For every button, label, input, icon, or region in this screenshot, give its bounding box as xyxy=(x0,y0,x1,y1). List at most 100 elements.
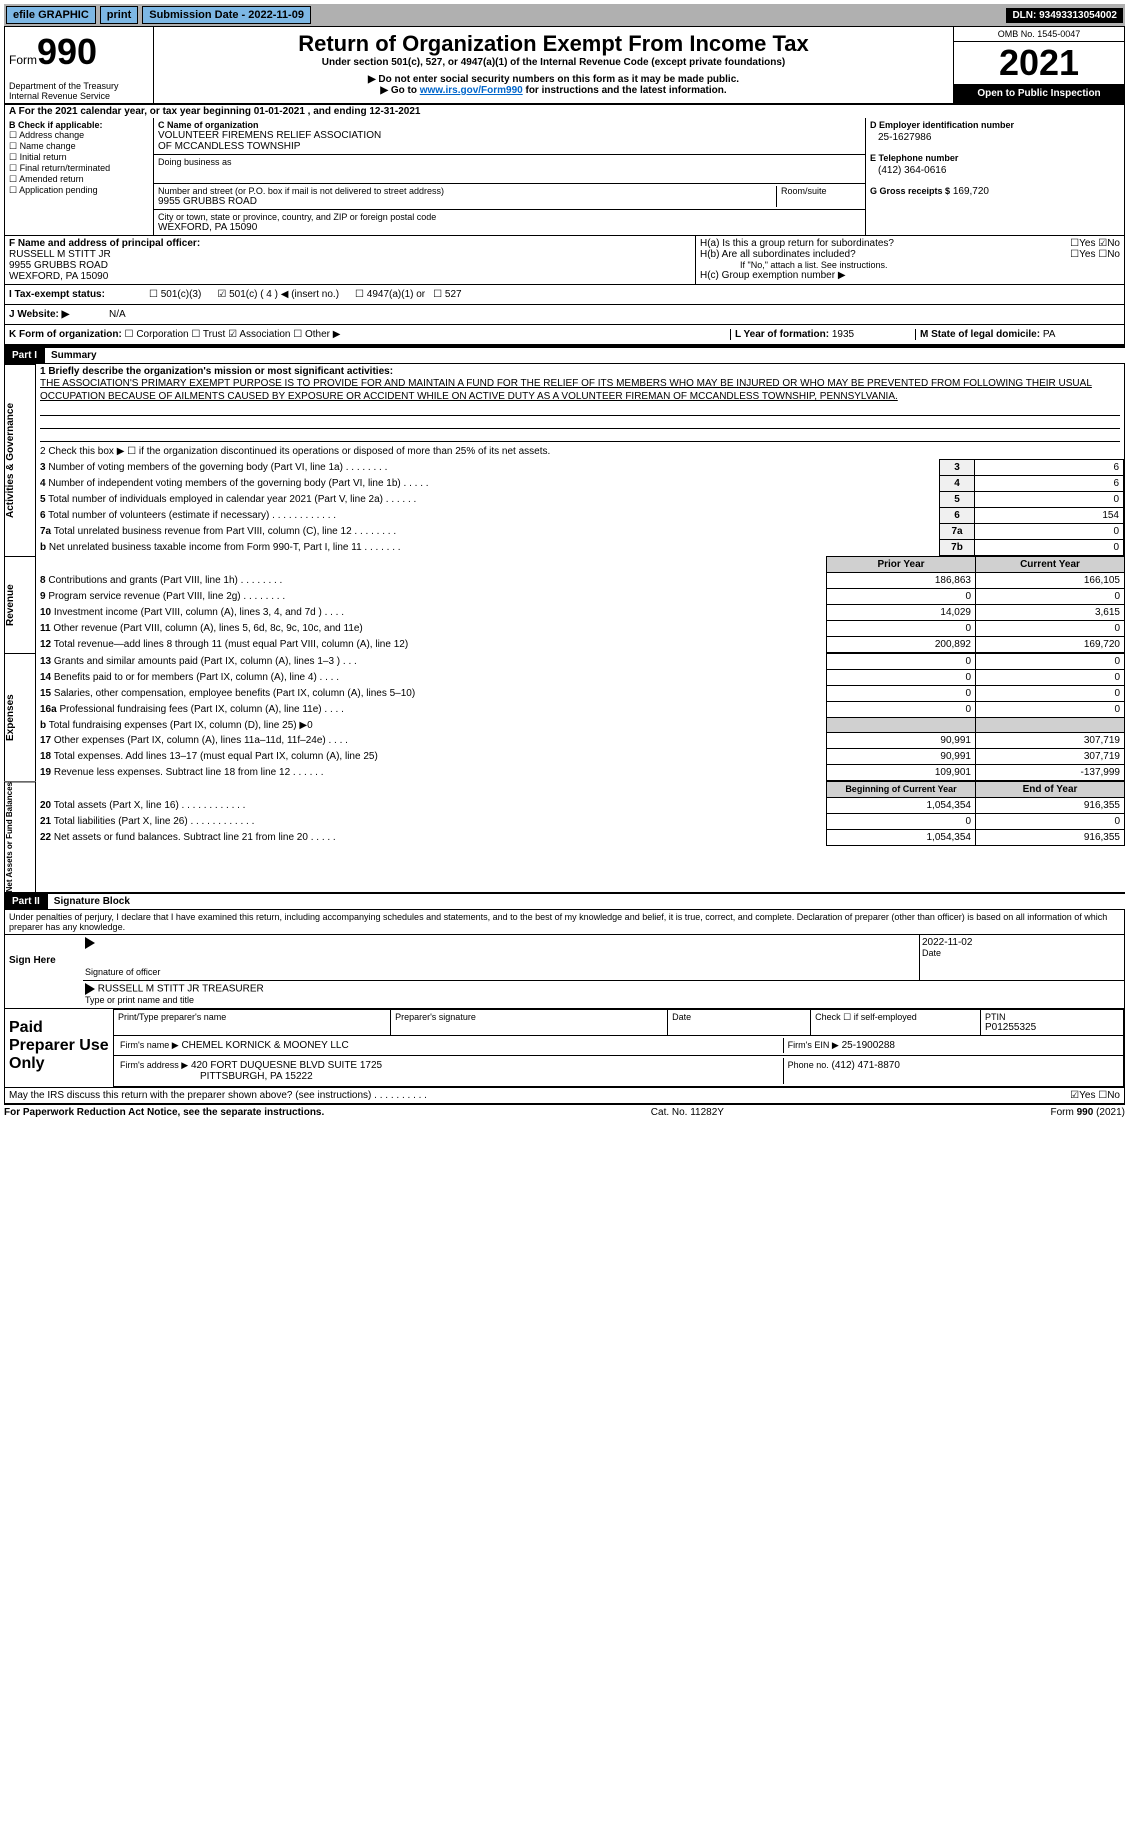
net-table: Beginning of Current YearEnd of Year 20 … xyxy=(36,781,1125,846)
gov-table: 3 Number of voting members of the govern… xyxy=(36,459,1124,556)
org-trust[interactable]: Trust xyxy=(203,329,225,340)
fin-row: 21 Total liabilities (Part X, line 26) .… xyxy=(36,814,1125,830)
sig-date-label: Date xyxy=(922,948,941,958)
org-assoc[interactable]: Association xyxy=(239,329,290,340)
firm-phone-label: Phone no. xyxy=(788,1060,829,1070)
hb-label: H(b) Are all subordinates included? xyxy=(700,249,1070,260)
fin-row: 10 Investment income (Part VIII, column … xyxy=(36,605,1125,621)
block-fh: F Name and address of principal officer:… xyxy=(4,235,1125,284)
ha-answer: ☐Yes ☑No xyxy=(1070,238,1120,249)
goto-line: ▶ Go to www.irs.gov/Form990 for instruct… xyxy=(158,85,949,96)
officer-name: RUSSELL M STITT JR xyxy=(9,249,111,260)
part2-bar: Part II Signature Block xyxy=(4,892,1125,910)
submission-label: Submission Date - xyxy=(149,9,248,21)
sig-arrow-icon xyxy=(85,937,95,949)
tax-year: 2021 xyxy=(954,42,1124,84)
hc-label: H(c) Group exemption number ▶ xyxy=(700,270,1120,281)
ein-label: D Employer identification number xyxy=(870,120,1120,130)
penalties-text: Under penalties of perjury, I declare th… xyxy=(4,910,1125,935)
prep-name-label: Print/Type preparer's name xyxy=(114,1010,391,1035)
print-btn[interactable]: print xyxy=(100,6,138,24)
line2-checkbox[interactable]: 2 Check this box ▶ ☐ if the organization… xyxy=(36,444,1124,459)
prep-sig-label: Preparer's signature xyxy=(391,1010,668,1035)
dba-label: Doing business as xyxy=(158,157,861,167)
part1-title: Summary xyxy=(45,350,97,361)
ein-value: 25-1627986 xyxy=(870,130,1120,153)
phone-value: (412) 364-0616 xyxy=(870,163,1120,186)
efile-graphic-btn[interactable]: efile GRAPHIC xyxy=(6,6,96,24)
status-501c[interactable]: ☑ 501(c) ( 4 ) ◀ (insert no.) xyxy=(201,289,339,300)
part2-hdr: Part II xyxy=(4,894,48,909)
form-org-label: K Form of organization: xyxy=(9,329,122,340)
submission-date: 2022-11-09 xyxy=(248,9,304,21)
fin-row: 16a Professional fundraising fees (Part … xyxy=(36,702,1125,718)
fin-row: 13 Grants and similar amounts paid (Part… xyxy=(36,654,1125,670)
block-deg: D Employer identification number 25-1627… xyxy=(865,118,1124,235)
name-label: C Name of organization xyxy=(158,120,861,130)
org-name-2: OF MCCANDLESS TOWNSHIP xyxy=(158,141,861,152)
prep-self-label[interactable]: Check ☐ if self-employed xyxy=(811,1010,981,1035)
firm-ein: 25-1900288 xyxy=(842,1040,895,1051)
omb-number: OMB No. 1545-0047 xyxy=(954,27,1124,42)
ptin-label: PTIN xyxy=(985,1012,1119,1022)
paid-title: Paid Preparer Use Only xyxy=(5,1009,113,1087)
chk-application-pending[interactable]: Application pending xyxy=(9,185,149,196)
firm-addr1: 420 FORT DUQUESNE BLVD SUITE 1725 xyxy=(191,1060,382,1071)
officer-addr: 9955 GRUBBS ROAD xyxy=(9,260,108,271)
org-other[interactable]: Other ▶ xyxy=(305,329,340,340)
period-begin: 01-01-2021 xyxy=(254,106,305,117)
addr-label: Number and street (or P.O. box if mail i… xyxy=(158,186,776,196)
status-527[interactable]: ☐ 527 xyxy=(425,289,461,300)
phone-label: E Telephone number xyxy=(870,153,1120,163)
end-year-hdr: End of Year xyxy=(976,782,1125,798)
sig-arrow-icon-2 xyxy=(85,983,95,995)
firm-addr-label: Firm's address ▶ xyxy=(120,1060,188,1070)
sig-name: RUSSELL M STITT JR TREASURER xyxy=(98,984,264,995)
submission-date-btn[interactable]: Submission Date - 2022-11-09 xyxy=(142,6,311,24)
firm-ein-label: Firm's EIN ▶ xyxy=(788,1040,839,1050)
open-to-public: Open to Public Inspection xyxy=(954,84,1124,103)
form-word: Form xyxy=(9,53,37,67)
chk-amended-return[interactable]: Amended return xyxy=(9,174,149,185)
footer-right: Form 990 (2021) xyxy=(1051,1107,1125,1118)
chk-initial-return[interactable]: Initial return xyxy=(9,152,149,163)
chk-final-return[interactable]: Final return/terminated xyxy=(9,163,149,174)
status-4947[interactable]: ☐ 4947(a)(1) or xyxy=(339,289,425,300)
website-label: J Website: ▶ xyxy=(9,309,109,320)
gov-row: 4 Number of independent voting members o… xyxy=(36,476,1124,492)
status-501c3[interactable]: ☐ 501(c)(3) xyxy=(149,289,201,300)
block-i: I Tax-exempt status: ☐ 501(c)(3) ☑ 501(c… xyxy=(4,284,1125,304)
irs-link[interactable]: www.irs.gov/Form990 xyxy=(420,85,523,96)
net-side-label: Net Assets or Fund Balances xyxy=(4,781,36,892)
footer-cat: Cat. No. 11282Y xyxy=(651,1107,724,1118)
city-value: WEXFORD, PA 15090 xyxy=(158,222,861,233)
form-header: Form990 Department of the Treasury Inter… xyxy=(4,26,1125,105)
hb-note: If "No," attach a list. See instructions… xyxy=(700,260,1120,270)
part1-hdr: Part I xyxy=(4,348,45,363)
exp-side-label: Expenses xyxy=(4,653,36,781)
chk-address-change[interactable]: Address change xyxy=(9,130,149,141)
fin-row: 17 Other expenses (Part IX, column (A), … xyxy=(36,733,1125,749)
tax-status-label: I Tax-exempt status: xyxy=(9,289,149,300)
fin-row: b Total fundraising expenses (Part IX, c… xyxy=(36,718,1125,733)
fin-row: 19 Revenue less expenses. Subtract line … xyxy=(36,765,1125,781)
sign-block: Sign Here Signature of officer 2022-11-0… xyxy=(4,935,1125,1009)
ssn-warning: ▶ Do not enter social security numbers o… xyxy=(158,74,949,85)
fin-row: 8 Contributions and grants (Part VIII, l… xyxy=(36,573,1125,589)
mission-text: THE ASSOCIATION'S PRIMARY EXEMPT PURPOSE… xyxy=(40,377,1120,403)
firm-name: CHEMEL KORNICK & MOONEY LLC xyxy=(181,1040,348,1051)
room-label: Room/suite xyxy=(781,186,861,196)
sig-date: 2022-11-02 xyxy=(922,937,1122,948)
entity-block: B Check if applicable: Address change Na… xyxy=(4,118,1125,235)
fin-row: 9 Program service revenue (Part VIII, li… xyxy=(36,589,1125,605)
domicile: PA xyxy=(1043,329,1056,340)
beg-year-hdr: Beginning of Current Year xyxy=(827,782,976,798)
gov-side-label: Activities & Governance xyxy=(4,364,36,556)
form-title: Return of Organization Exempt From Incom… xyxy=(158,31,949,57)
block-klm: K Form of organization: ☐ Corporation ☐ … xyxy=(4,325,1125,346)
org-corp[interactable]: Corporation xyxy=(136,329,188,340)
chk-name-change[interactable]: Name change xyxy=(9,141,149,152)
paid-preparer-block: Paid Preparer Use Only Print/Type prepar… xyxy=(4,1009,1125,1088)
prep-date-label: Date xyxy=(668,1010,811,1035)
fin-row: 11 Other revenue (Part VIII, column (A),… xyxy=(36,621,1125,637)
